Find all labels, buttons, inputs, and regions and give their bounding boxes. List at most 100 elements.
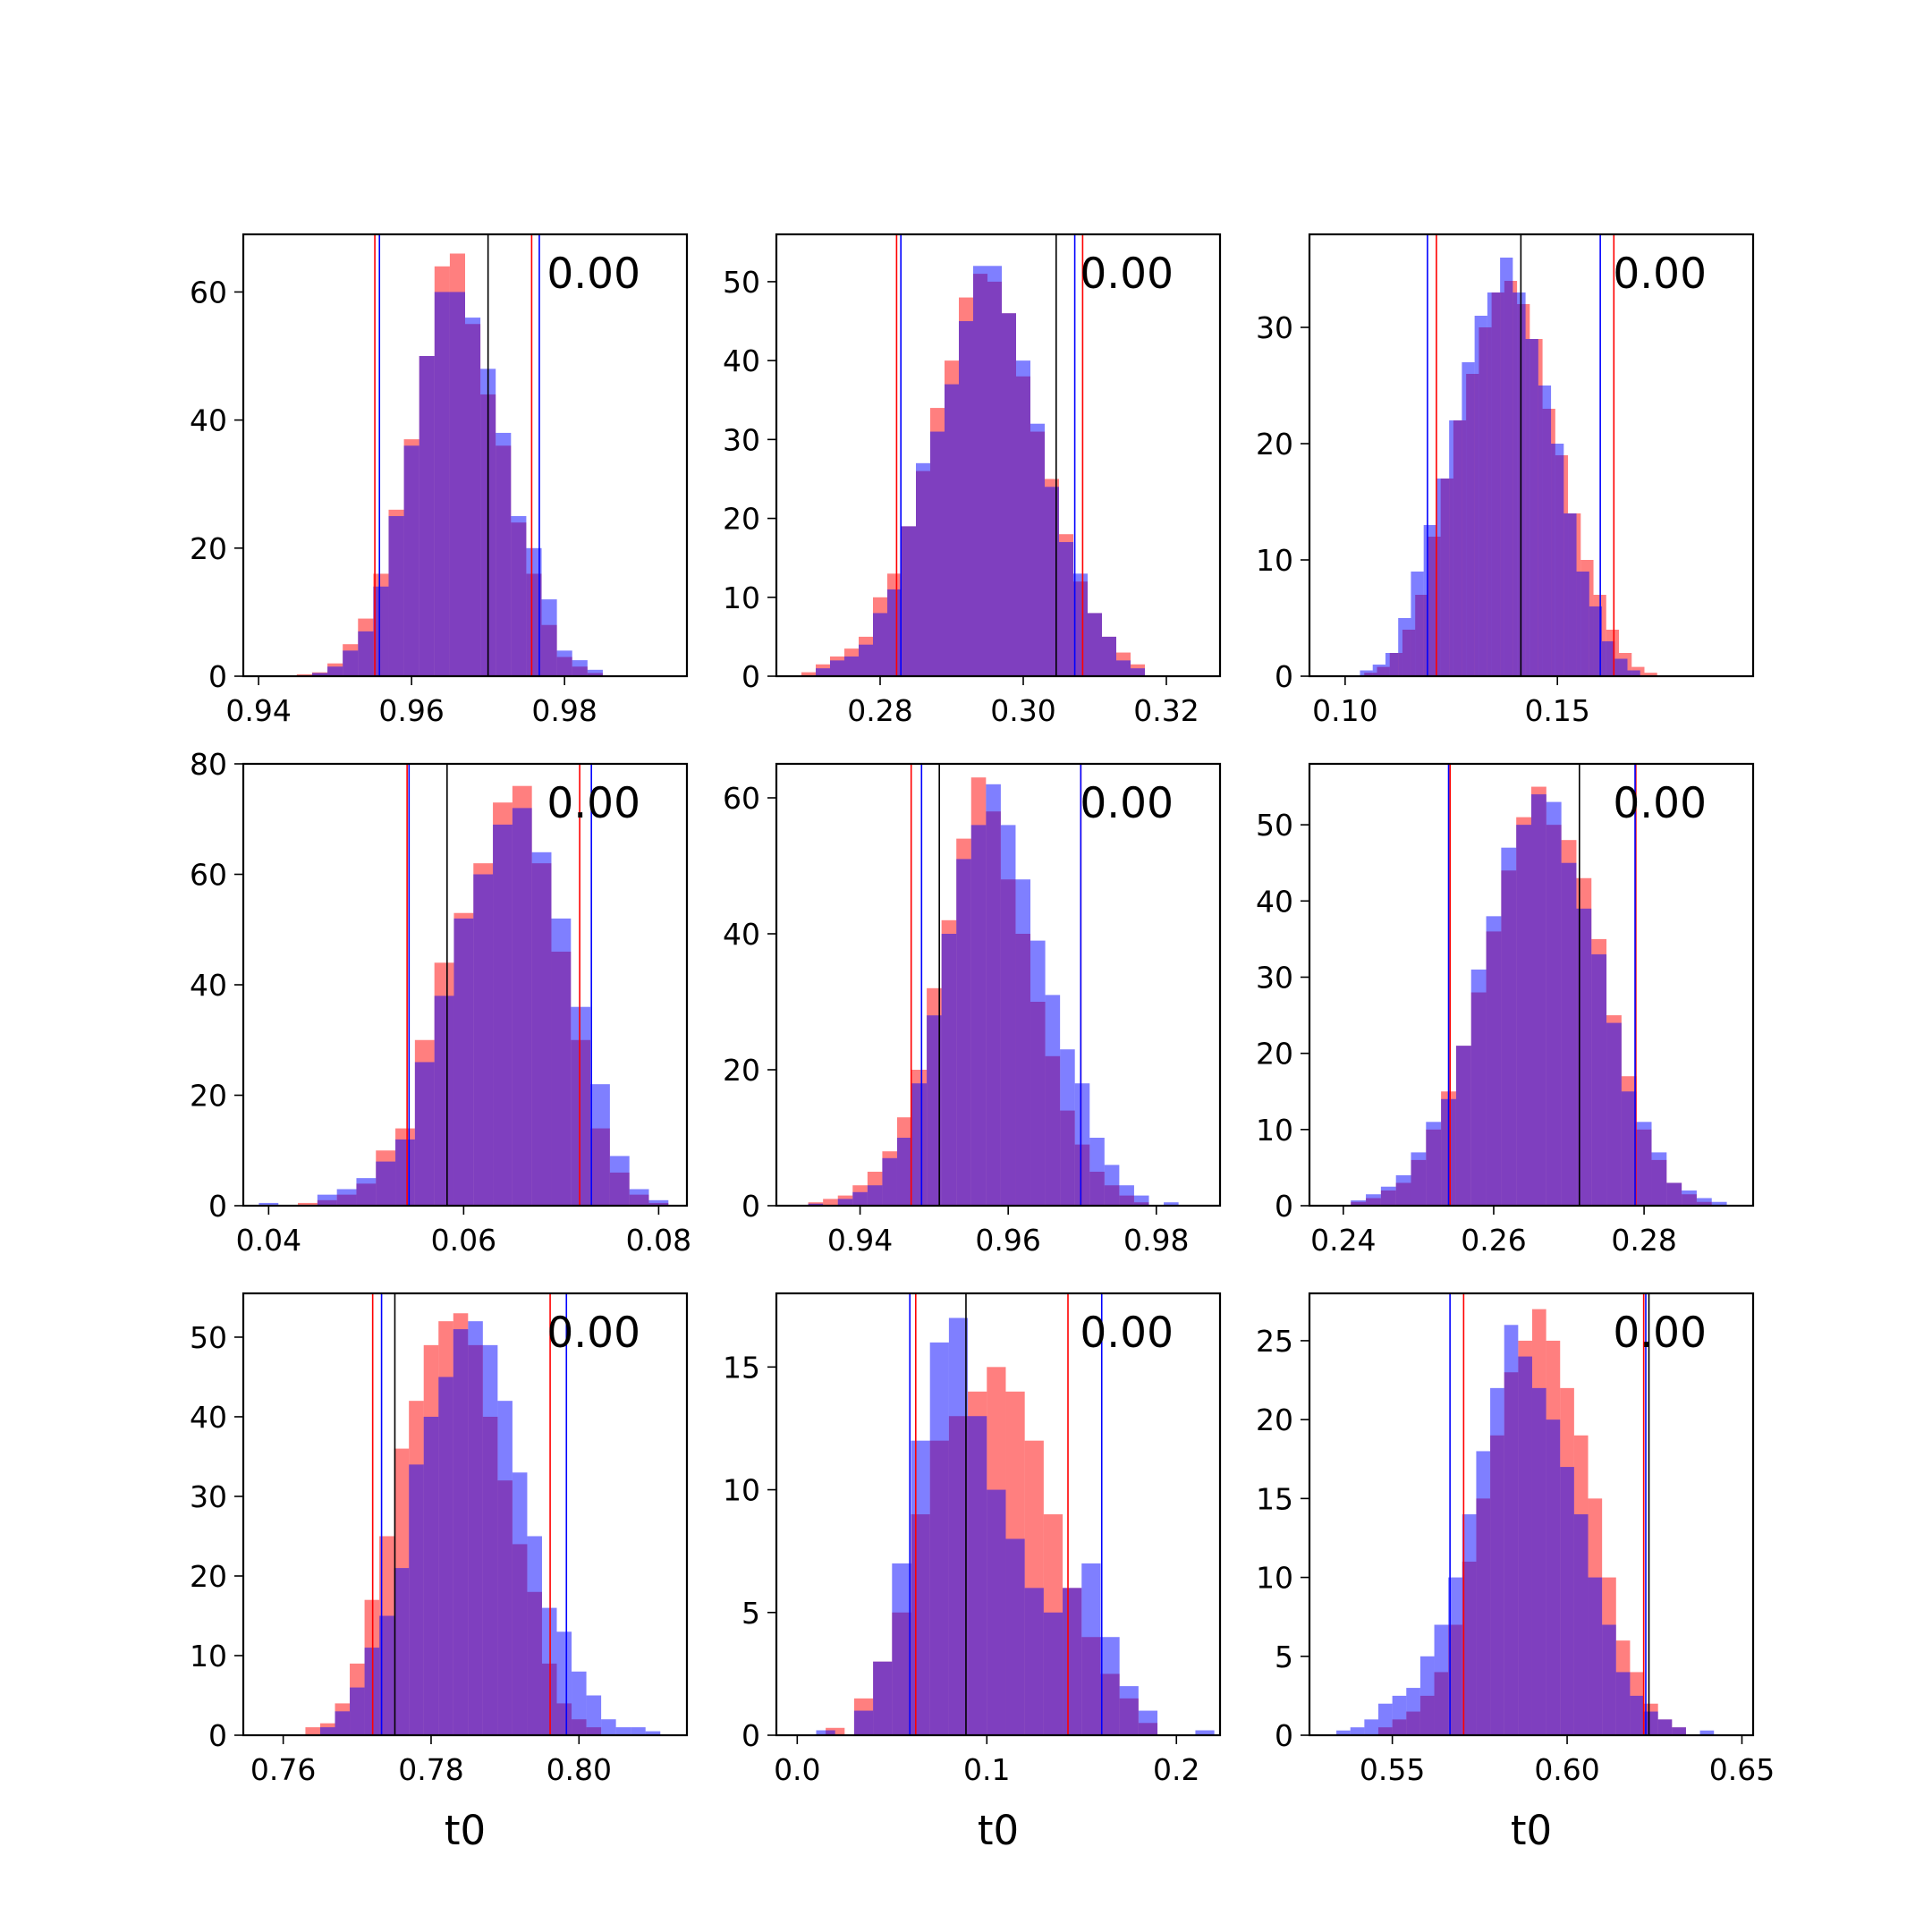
blue-histogram-bar <box>1602 641 1615 676</box>
blue-histogram-bar <box>1336 1730 1351 1735</box>
blue-histogram-bar <box>629 1189 649 1206</box>
blue-histogram-bar <box>853 1710 874 1735</box>
blue-histogram-bar <box>1119 1686 1139 1735</box>
blue-histogram-bar <box>1602 1624 1616 1735</box>
blue-histogram-bar <box>327 666 343 676</box>
blue-histogram-bar <box>896 1138 912 1206</box>
y-tick-label: 25 <box>1256 1324 1293 1359</box>
blue-histogram-bar <box>941 934 957 1206</box>
blue-histogram-bar <box>1385 653 1399 676</box>
y-tick-label: 0 <box>741 1189 760 1224</box>
blue-histogram-bar <box>571 1006 591 1206</box>
x-tick-label: 0.60 <box>1534 1752 1599 1787</box>
red-histogram-bar <box>801 672 816 676</box>
axes-frame <box>242 233 689 678</box>
blue-histogram-bar <box>311 673 328 676</box>
x-tick-label: 0.55 <box>1360 1752 1425 1787</box>
blue-histogram-bar <box>1119 1185 1134 1206</box>
axes-frame <box>775 762 1222 1208</box>
blue-histogram-bar <box>1518 1356 1532 1735</box>
blue-histogram-bar <box>1711 1201 1727 1206</box>
blue-histogram-bar <box>1423 525 1436 676</box>
blue-histogram-bar <box>1696 1198 1712 1206</box>
y-tick-label: 20 <box>723 502 760 537</box>
blue-histogram-bar <box>970 825 987 1206</box>
y-tick-label: 50 <box>723 265 760 300</box>
blue-histogram-bar <box>1002 313 1016 676</box>
blue-histogram-bar <box>1476 1451 1491 1735</box>
blue-histogram-bar <box>1350 1727 1365 1735</box>
blue-histogram-bar <box>376 1161 396 1206</box>
x-tick-label: 0.04 <box>236 1223 301 1258</box>
blue-histogram-bar <box>1644 1711 1658 1735</box>
blue-histogram-bar <box>1538 386 1552 676</box>
y-tick-label: 10 <box>1256 543 1293 578</box>
blue-histogram-bar <box>892 1563 911 1735</box>
x-tick-label: 0.06 <box>431 1223 496 1258</box>
panel-9: 0.55 0.60 0.65 0 5 10 15 20 25 0.00 t0 <box>1256 1292 1775 1854</box>
blue-histogram-bar <box>911 1440 930 1735</box>
blue-histogram-bar <box>1016 360 1030 676</box>
panel-5: 0.94 0.96 0.98 0 20 40 60 0.00 <box>723 762 1222 1258</box>
blue-histogram-bar <box>873 1661 893 1735</box>
y-tick-label: 5 <box>741 1596 760 1631</box>
blue-histogram-bar <box>1455 1046 1471 1206</box>
y-tick-label: 20 <box>190 1559 227 1594</box>
y-tick-label: 20 <box>1256 1037 1293 1072</box>
x-tick-label: 0.65 <box>1709 1752 1775 1787</box>
blue-histogram-bar <box>511 516 527 676</box>
plot-area <box>1360 234 1657 676</box>
blue-histogram-bar <box>317 1194 337 1206</box>
blue-histogram-bar <box>1672 1727 1686 1735</box>
blue-histogram-bar <box>531 852 552 1206</box>
blue-histogram-bar <box>1504 1325 1519 1735</box>
blue-histogram-bar <box>395 1139 415 1206</box>
blue-histogram-bar <box>1666 1182 1682 1206</box>
blue-histogram-bar <box>527 1536 542 1735</box>
blue-histogram-bar <box>1434 1624 1449 1735</box>
blue-histogram-bar <box>572 660 588 676</box>
blue-histogram-bar <box>512 1472 528 1735</box>
blue-histogram-bar <box>556 1631 572 1735</box>
blue-histogram-bar <box>1195 1730 1215 1735</box>
blue-histogram-bar <box>601 1719 616 1735</box>
panel-annotation: 0.00 <box>547 779 640 828</box>
blue-histogram-bar <box>356 1178 377 1206</box>
blue-histogram-bar <box>882 1157 897 1206</box>
blue-histogram-bar <box>859 644 873 676</box>
blue-histogram-bar <box>873 613 887 676</box>
blue-histogram-bar <box>1074 1083 1090 1206</box>
blue-histogram-bar <box>1411 1152 1427 1206</box>
blue-histogram-bar <box>590 1084 610 1206</box>
blue-histogram-bar <box>343 650 359 676</box>
blue-histogram-bar <box>1546 801 1562 1206</box>
x-tick-label: 0.1 <box>963 1752 1010 1787</box>
blue-histogram-bar <box>1089 1138 1105 1206</box>
blue-histogram-bar <box>1606 1022 1622 1206</box>
x-axis-label: t0 <box>445 1807 486 1854</box>
blue-histogram-bar <box>587 669 603 676</box>
blue-histogram-bar <box>968 1416 987 1735</box>
blue-histogram-bar <box>1563 513 1577 676</box>
blue-histogram-bar <box>394 1568 410 1735</box>
blue-histogram-bar <box>1164 1202 1179 1206</box>
blue-histogram-bar <box>1406 1688 1420 1735</box>
blue-histogram-bar <box>453 918 474 1206</box>
y-tick-label: 30 <box>723 422 760 457</box>
x-tick-label: 0.2 <box>1153 1752 1199 1787</box>
y-tick-label: 30 <box>1256 310 1293 345</box>
blue-histogram-bar <box>1351 1200 1367 1206</box>
x-tick-label: 0.80 <box>547 1752 612 1787</box>
blue-histogram-bar <box>648 1199 669 1206</box>
blue-histogram-bar <box>1030 423 1045 676</box>
blue-histogram-bar <box>258 1202 279 1206</box>
blue-histogram-bar <box>930 431 945 676</box>
y-tick-label: 10 <box>190 1639 227 1674</box>
y-tick-label: 30 <box>1256 960 1293 995</box>
axes-frame <box>1308 233 1755 678</box>
x-axis-label: t0 <box>1511 1807 1552 1854</box>
plot-area <box>816 1293 1215 1735</box>
blue-histogram-bar <box>645 1731 661 1735</box>
x-tick-label: 0.98 <box>1123 1223 1189 1258</box>
